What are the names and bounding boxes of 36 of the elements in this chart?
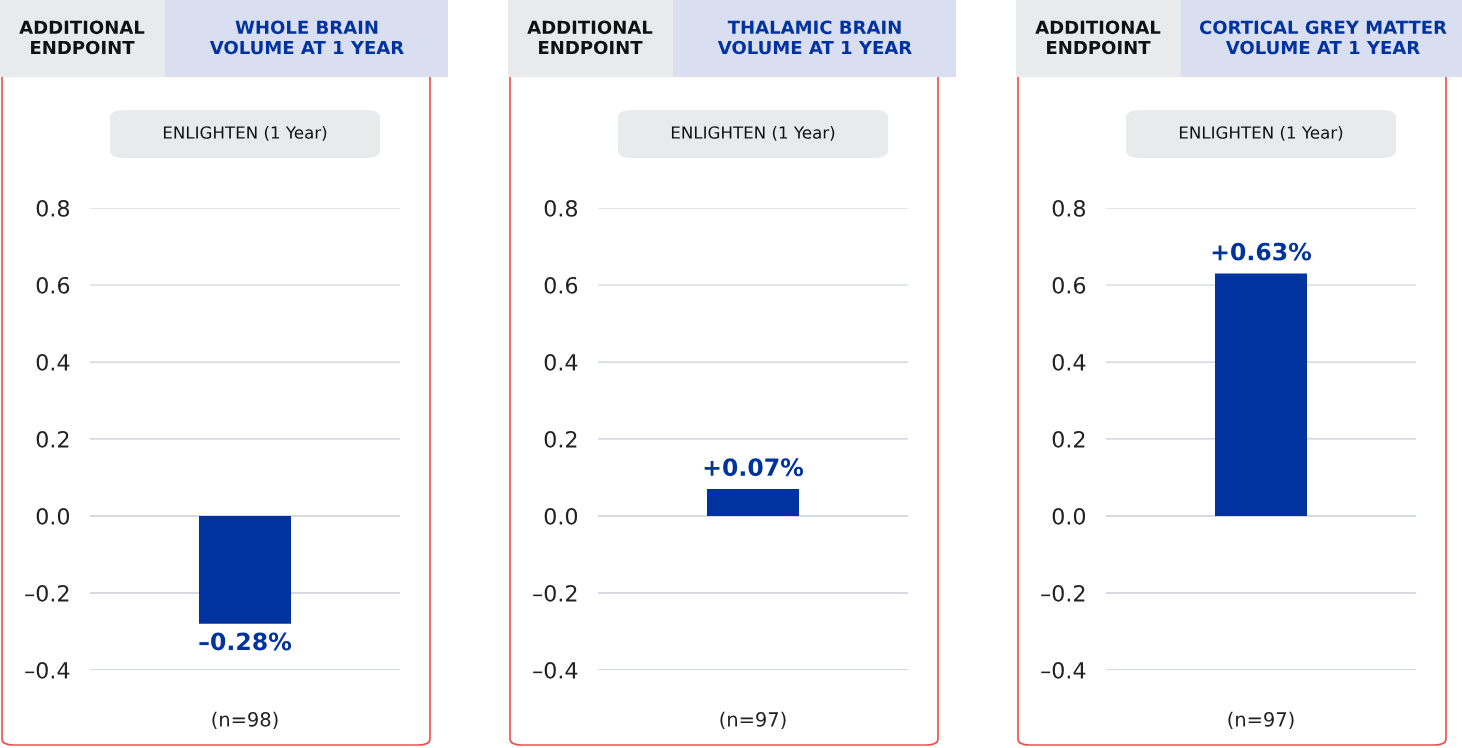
y-tick-label: 0.0 (36, 507, 70, 525)
y-tick-label: –0.4 (1041, 661, 1086, 679)
y-tick-label: –0.2 (1041, 584, 1085, 602)
chart-title: ADDITIONAL ENDPOINT (1035, 20, 1161, 55)
y-tick-label: –0.4 (25, 661, 70, 679)
chart-subtitle: WHOLE BRAIN VOLUME AT 1 YEAR (209, 20, 404, 55)
y-tick-label: 0.0 (544, 507, 578, 525)
x-tick-label: (n=97) (720, 711, 786, 730)
y-tick-label: 0.6 (544, 276, 578, 294)
chart-title: ADDITIONAL ENDPOINT (527, 20, 653, 55)
x-tick-label: (n=98) (212, 711, 278, 730)
text: ENLIGHTEN (1 Year) (1179, 125, 1343, 141)
y-tick-label: –0.2 (533, 584, 577, 602)
text: ENLIGHTEN (1 Year) (671, 125, 835, 141)
data-label: +0.07% (704, 458, 804, 477)
data-label: –0.28% (199, 632, 292, 651)
y-tick-label: 0.6 (36, 276, 70, 294)
y-tick-label: 0.8 (36, 199, 70, 217)
y-tick-label: 0.8 (1052, 199, 1086, 217)
y-tick-label: 0.2 (36, 430, 69, 448)
y-tick-label: –0.4 (533, 661, 578, 679)
y-tick-label: 0.2 (1052, 430, 1085, 448)
chart-title: ADDITIONAL ENDPOINT (19, 20, 145, 55)
chart-subtitle: CORTICAL GREY MATTER VOLUME AT 1 YEAR (1199, 20, 1447, 55)
y-tick-label: 0.4 (544, 353, 578, 371)
data-label: +0.63% (1212, 242, 1312, 261)
y-tick-label: 0.6 (1052, 276, 1086, 294)
y-tick-label: 0.4 (1052, 353, 1086, 371)
y-tick-label: –0.2 (25, 584, 69, 602)
x-tick-label: (n=97) (1228, 711, 1294, 730)
y-tick-label: 0.4 (36, 353, 70, 371)
y-tick-label: 0.0 (1052, 507, 1086, 525)
chart-subtitle: THALAMIC BRAIN VOLUME AT 1 YEAR (717, 20, 912, 55)
y-tick-label: 0.2 (544, 430, 577, 448)
text: ENLIGHTEN (1 Year) (163, 125, 327, 141)
y-tick-label: 0.8 (544, 199, 578, 217)
